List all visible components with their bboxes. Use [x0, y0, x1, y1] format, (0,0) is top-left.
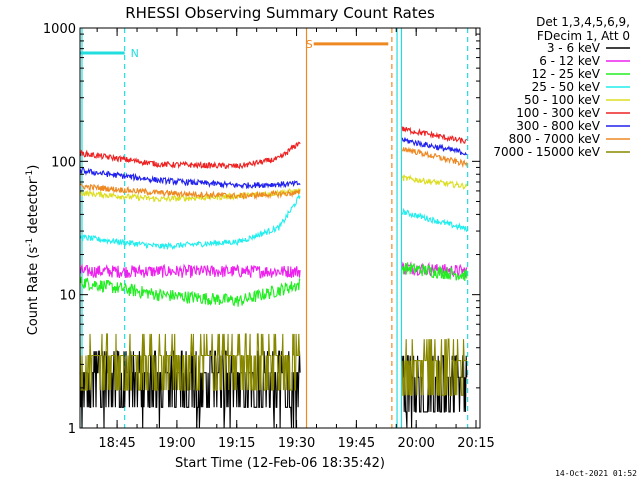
legend-label-6: 300 - 800 keV [516, 119, 600, 133]
axes-frame [79, 27, 481, 429]
legend-label-4: 50 - 100 keV [524, 93, 601, 107]
series-line-5-seg1 [401, 126, 468, 144]
series-line-8-seg1 [401, 338, 467, 396]
y-label-sup2: -1 [25, 170, 35, 179]
y-label-sup1: -1 [25, 238, 35, 247]
series-line-3-seg0 [79, 193, 301, 251]
flag-label-N: N [131, 47, 139, 60]
x-tick-label-6: 20:15 [457, 436, 494, 451]
x-tick-label-5: 20:00 [397, 436, 434, 451]
y-tick-label-3: 1000 [43, 22, 76, 37]
legend-header-2: FDecim 1, Att 0 [537, 29, 630, 43]
series-line-2-seg1 [401, 262, 468, 282]
series-line-6-seg0 [79, 167, 301, 190]
legend-label-3: 25 - 50 keV [532, 80, 601, 94]
legend-label-1: 6 - 12 keV [539, 54, 601, 68]
series-line-4-seg1 [401, 173, 468, 190]
x-tick-label-0: 18:45 [98, 436, 135, 451]
series-line-8-seg0 [79, 333, 301, 391]
plot-area: N S 18:45 19:00 19:15 19:30 19:45 20:00 20:15 1 10… [43, 22, 495, 451]
x-tick-label-3: 19:30 [278, 436, 315, 451]
y-tick-label-1: 10 [59, 289, 76, 304]
y-tick-label-0: 1 [68, 422, 76, 437]
x-axis-label: Start Time (12-Feb-06 18:35:42) [175, 456, 385, 471]
y-tick-label-2: 100 [51, 155, 76, 170]
y-label-part3: ) [26, 165, 41, 170]
legend-label-2: 12 - 25 keV [532, 67, 601, 81]
y-label-part1: Count Rate (s [26, 247, 41, 336]
series-line-7-seg1 [401, 146, 468, 169]
y-label-part2: detector [26, 178, 41, 238]
legend-label-8: 7000 - 15000 keV [493, 145, 600, 159]
legend-label-5: 100 - 300 keV [516, 106, 600, 120]
series-line-2-seg0 [79, 276, 301, 307]
series-line-7-seg0 [79, 183, 301, 201]
series-line-3-seg1 [401, 207, 468, 233]
legend-header-1: Det 1,3,4,5,6,9, [536, 15, 630, 29]
legend-label-7: 800 - 7000 keV [509, 132, 601, 146]
x-tick-label-4: 19:45 [338, 436, 375, 451]
y-axis-label: Count Rate (s-1 detector-1) [25, 165, 41, 336]
timestamp: 14-Oct-2021 01:52 [555, 469, 637, 478]
x-tick-label-2: 19:15 [218, 436, 255, 451]
series-line-5-seg0 [79, 141, 301, 170]
chart-title: RHESSI Observing Summary Count Rates [125, 4, 435, 22]
legend-label-0: 3 - 6 keV [547, 41, 601, 55]
flag-label-S: S [306, 38, 313, 51]
series-line-6-seg1 [401, 137, 467, 156]
series-line-1-seg0 [79, 263, 301, 279]
x-tick-label-1: 19:00 [158, 436, 195, 451]
